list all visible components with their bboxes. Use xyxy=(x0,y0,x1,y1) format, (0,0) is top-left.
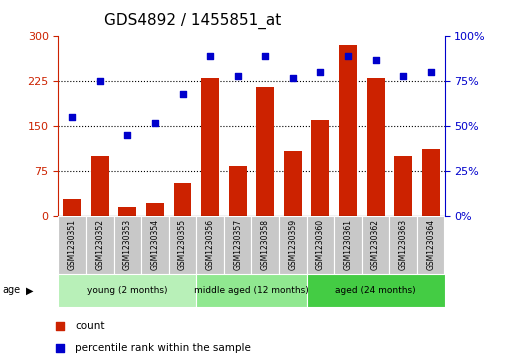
Bar xyxy=(201,78,219,216)
Bar xyxy=(279,216,307,274)
Bar xyxy=(422,149,439,216)
Bar xyxy=(224,216,251,274)
Text: middle aged (12 months): middle aged (12 months) xyxy=(194,286,309,295)
Bar xyxy=(417,216,444,274)
Bar xyxy=(367,78,385,216)
Bar xyxy=(362,216,389,274)
Bar xyxy=(63,199,81,216)
Bar xyxy=(196,274,307,307)
Bar xyxy=(118,207,136,216)
Text: GSM1230358: GSM1230358 xyxy=(261,219,270,270)
Bar xyxy=(146,203,164,216)
Text: percentile rank within the sample: percentile rank within the sample xyxy=(75,343,251,352)
Text: aged (24 months): aged (24 months) xyxy=(335,286,416,295)
Bar xyxy=(86,216,114,274)
Bar xyxy=(284,151,302,216)
Text: count: count xyxy=(75,321,105,331)
Bar xyxy=(311,120,329,216)
Point xyxy=(261,53,269,59)
Point xyxy=(234,73,242,79)
Point xyxy=(56,323,64,329)
Point xyxy=(316,69,325,75)
Bar xyxy=(251,216,279,274)
Bar xyxy=(58,274,196,307)
Text: ▶: ▶ xyxy=(26,285,34,295)
Text: GSM1230353: GSM1230353 xyxy=(123,219,132,270)
Bar xyxy=(229,166,247,216)
Point xyxy=(96,78,104,84)
Bar xyxy=(174,183,192,216)
Point xyxy=(399,73,407,79)
Point xyxy=(344,53,352,59)
Bar xyxy=(169,216,196,274)
Point xyxy=(68,114,76,120)
Bar xyxy=(58,216,86,274)
Text: GSM1230354: GSM1230354 xyxy=(150,219,160,270)
Bar xyxy=(91,156,109,216)
Point xyxy=(151,120,159,126)
Text: GSM1230362: GSM1230362 xyxy=(371,219,380,270)
Bar xyxy=(389,216,417,274)
Point xyxy=(289,75,297,81)
Bar xyxy=(394,156,412,216)
Bar xyxy=(339,45,357,216)
Bar xyxy=(141,216,169,274)
Text: young (2 months): young (2 months) xyxy=(87,286,168,295)
Point xyxy=(178,91,186,97)
Text: GSM1230351: GSM1230351 xyxy=(68,219,77,270)
Text: GDS4892 / 1455851_at: GDS4892 / 1455851_at xyxy=(105,13,281,29)
Bar xyxy=(307,274,444,307)
Point xyxy=(123,132,132,138)
Bar xyxy=(307,216,334,274)
Text: GSM1230360: GSM1230360 xyxy=(316,219,325,270)
Point xyxy=(427,69,435,75)
Bar xyxy=(114,216,141,274)
Point xyxy=(56,345,64,350)
Bar xyxy=(196,216,224,274)
Bar xyxy=(334,216,362,274)
Text: GSM1230361: GSM1230361 xyxy=(343,219,353,270)
Text: age: age xyxy=(3,285,21,295)
Text: GSM1230364: GSM1230364 xyxy=(426,219,435,270)
Text: GSM1230359: GSM1230359 xyxy=(289,219,297,270)
Point xyxy=(371,57,379,62)
Point xyxy=(206,53,214,59)
Text: GSM1230356: GSM1230356 xyxy=(206,219,214,270)
Text: GSM1230363: GSM1230363 xyxy=(399,219,407,270)
Bar xyxy=(256,87,274,216)
Text: GSM1230355: GSM1230355 xyxy=(178,219,187,270)
Text: GSM1230357: GSM1230357 xyxy=(233,219,242,270)
Text: GSM1230352: GSM1230352 xyxy=(96,219,104,270)
